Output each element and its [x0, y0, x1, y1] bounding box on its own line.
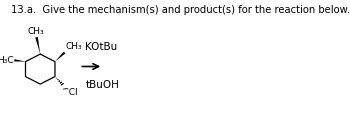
Text: KOtBu: KOtBu [85, 42, 118, 52]
Polygon shape [35, 37, 40, 54]
Text: 13.a.  Give the mechanism(s) and product(s) for the reaction below.  Show stereo: 13.a. Give the mechanism(s) and product(… [11, 5, 350, 15]
Polygon shape [14, 59, 26, 62]
Text: CH₃: CH₃ [65, 42, 82, 51]
Text: tBuOH: tBuOH [85, 80, 119, 90]
Text: CH₃: CH₃ [28, 27, 44, 36]
Text: ″″Cl: ″″Cl [62, 88, 78, 97]
Text: H₃C: H₃C [0, 56, 14, 65]
Polygon shape [55, 52, 65, 62]
